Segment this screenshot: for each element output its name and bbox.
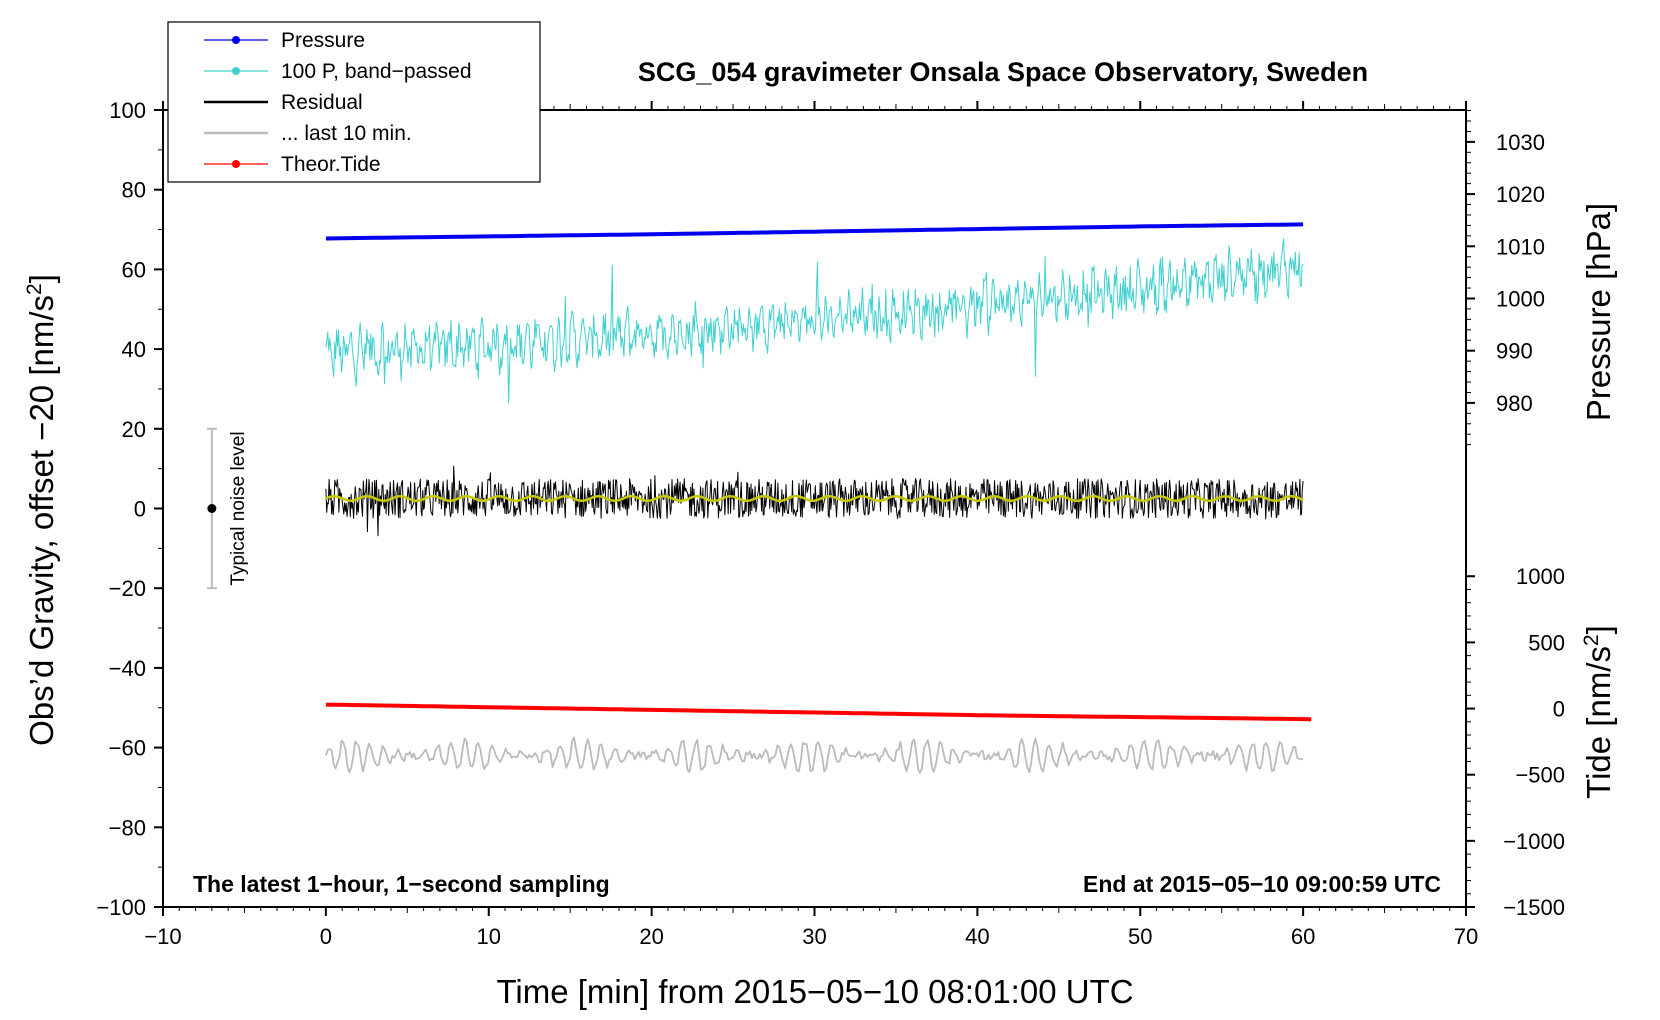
pressure-tick-label-0: 980 — [1496, 391, 1533, 416]
series-line-2 — [325, 465, 1304, 537]
y-axis-title-main: Obs’d Gravity, offset −20 [nm/s — [23, 295, 60, 746]
x-tick-label-8: 70 — [1454, 924, 1478, 949]
y-tick-label-4: −20 — [109, 576, 146, 601]
series-line-1 — [325, 238, 1304, 404]
y-axis-title-sup: 2 — [23, 283, 46, 295]
legend-label-0: Pressure — [281, 29, 365, 52]
y-tick-label-7: 40 — [122, 337, 146, 362]
tide-tick-label-4: 500 — [1528, 630, 1565, 655]
y-axis-title-end: ] — [23, 274, 60, 283]
x-tick-label-3: 20 — [639, 924, 663, 949]
y-axis-title: Obs’d Gravity, offset −20 [nm/s2] — [23, 274, 60, 746]
x-tick-label-0: −10 — [144, 924, 181, 949]
chart-title: SCG_054 gravimeter Onsala Space Observat… — [638, 57, 1368, 87]
tide-axis-title-sup: 2 — [1580, 634, 1603, 646]
y-tick-label-8: 60 — [122, 257, 146, 282]
x-tick-label-1: 0 — [320, 924, 332, 949]
legend-marker-4 — [232, 160, 240, 168]
annotation-sampling: The latest 1−hour, 1−second sampling — [193, 871, 610, 897]
tide-axis-title-main: Tide [nm/s — [1580, 646, 1617, 799]
y-tick-label-0: −100 — [96, 895, 146, 920]
tide-tick-label-1: −1000 — [1503, 829, 1565, 854]
pressure-tick-label-1: 990 — [1496, 339, 1533, 364]
series-line-0 — [325, 222, 1304, 241]
tide-tick-label-3: 0 — [1553, 697, 1565, 722]
series-line-4 — [325, 702, 1312, 722]
x-axis-title: Time [min] from 2015−05−10 08:01:00 UTC — [496, 973, 1133, 1010]
legend-label-4: Theor.Tide — [281, 153, 381, 176]
x-tick-label-2: 10 — [477, 924, 501, 949]
noise-label: Typical noise level — [228, 431, 249, 585]
tide-tick-label-0: −1500 — [1503, 895, 1565, 920]
tide-tick-label-5: 1000 — [1516, 564, 1565, 589]
pressure-tick-label-2: 1000 — [1496, 286, 1545, 311]
y-tick-label-5: 0 — [134, 497, 146, 522]
tide-tick-label-2: −500 — [1515, 763, 1565, 788]
y-tick-label-10: 100 — [109, 98, 146, 123]
y-tick-label-2: −60 — [109, 736, 146, 761]
legend-label-1: 100 P, band−passed — [281, 60, 472, 83]
legend-marker-0 — [232, 36, 240, 44]
y-tick-label-3: −40 — [109, 656, 146, 681]
y-tick-label-6: 20 — [122, 417, 146, 442]
legend-label-3: ... last 10 min. — [281, 122, 412, 145]
pressure-tick-label-5: 1030 — [1496, 130, 1545, 155]
legend-marker-1 — [232, 67, 240, 75]
x-tick-label-5: 40 — [965, 924, 989, 949]
series-line-3 — [325, 736, 1304, 774]
legend-label-2: Residual — [281, 91, 363, 114]
pressure-tick-label-3: 1010 — [1496, 234, 1545, 259]
annotation-end-time: End at 2015−05−10 09:00:59 UTC — [1083, 871, 1441, 897]
x-tick-label-4: 30 — [802, 924, 826, 949]
y-tick-label-9: 80 — [122, 178, 146, 203]
x-tick-label-7: 60 — [1291, 924, 1315, 949]
y-tick-label-1: −80 — [109, 815, 146, 840]
pressure-tick-label-4: 1020 — [1496, 182, 1545, 207]
tide-axis-title: Tide [nm/s2] — [1580, 625, 1617, 799]
tide-axis-title-end: ] — [1580, 625, 1617, 634]
noise-center-dot — [207, 504, 217, 513]
pressure-axis-title: Pressure [hPa] — [1580, 203, 1617, 421]
residual-mean-line — [325, 494, 1304, 503]
x-tick-label-6: 50 — [1128, 924, 1152, 949]
